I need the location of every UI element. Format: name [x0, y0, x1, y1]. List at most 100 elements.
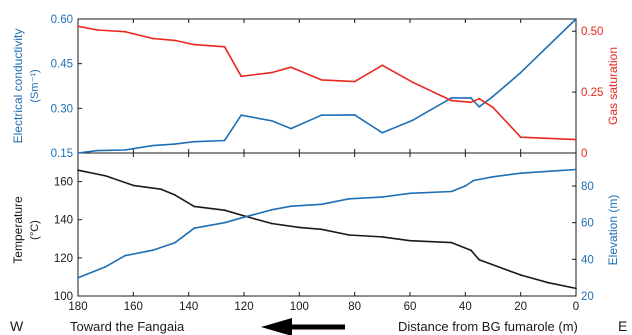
bottom-left-tick-label: 140: [54, 215, 73, 227]
top-left-axis-unit: (Sm⁻¹): [29, 69, 41, 102]
bottom-series-1-point: [547, 170, 550, 173]
top-series-1-point: [240, 75, 243, 78]
bottom-series-1-point: [124, 254, 126, 257]
top-series-1-point: [193, 43, 196, 46]
bottom-series-1-point: [409, 192, 411, 195]
top-series-1-point: [77, 25, 79, 28]
top-right-tick-label: 0.25: [581, 87, 603, 99]
bottom-series-0-point: [381, 236, 384, 238]
top-right-tick-label: 0: [581, 148, 587, 160]
top-series-0-point: [173, 143, 176, 146]
bottom-series-1-point: [381, 196, 384, 198]
bottom-series-1-point: [492, 175, 494, 178]
bottom-panel-frame: [77, 152, 577, 297]
bottom-series-0-point: [223, 209, 226, 212]
x-tick-label: 100: [290, 301, 309, 313]
top-series-1-point: [151, 37, 154, 40]
top-left-axis-label: Electrical conductivity: [11, 29, 25, 144]
bottom-right-tick-label: 80: [581, 181, 594, 193]
bottom-series-1-point: [320, 203, 323, 206]
top-series-0-point: [290, 127, 292, 130]
bottom-series-1-point: [450, 190, 453, 193]
top-series-1-point: [124, 30, 126, 33]
bottom-series-1-point: [77, 276, 79, 279]
bottom-series-1-point: [348, 197, 350, 200]
distance-axis-label: Distance from BG fumarole (m): [398, 319, 578, 334]
top-left-tick-label: 0.60: [51, 14, 73, 26]
series-layer: [77, 18, 577, 290]
top-left-tick-label: 0.30: [51, 103, 73, 115]
x-tick-label: 60: [404, 301, 417, 313]
top-series-1-point: [450, 99, 453, 102]
top-series-1-point: [353, 80, 356, 83]
bottom-series-0-point: [409, 239, 411, 242]
bottom-left-axis-label: Temperature: [11, 196, 25, 264]
top-series-0-point: [353, 114, 356, 116]
top-series-0-point: [151, 144, 154, 147]
bottom-series-1-point: [472, 179, 475, 182]
top-series-0-point: [450, 97, 453, 99]
bottom-series-0-point: [348, 234, 350, 236]
bottom-series-1-point: [575, 168, 577, 171]
bottom-series-1-point: [519, 172, 522, 175]
top-series-1-point: [470, 101, 472, 104]
bottom-series-1-point: [223, 221, 226, 224]
top-series-0-point: [478, 105, 481, 108]
bottom-series-1-point: [151, 249, 154, 252]
bottom-right-tick-label: 40: [581, 254, 594, 266]
top-series-1-point: [270, 71, 273, 74]
top-series-0-point: [96, 149, 99, 152]
bottom-series-0-point: [160, 188, 162, 191]
bottom-left-axis-unit: (°C): [29, 220, 41, 240]
bottom-right-tick-label: 60: [581, 218, 594, 230]
x-tick-label: 80: [348, 301, 361, 313]
bottom-left-tick-label: 100: [54, 291, 73, 303]
top-series-1-point: [519, 136, 522, 139]
top-series-0-point: [240, 114, 243, 117]
top-series-1-point: [320, 79, 323, 81]
direction-arrow: [261, 318, 345, 335]
bottom-series-1-point: [464, 185, 467, 187]
bottom-series-0-point: [450, 241, 453, 244]
top-right-tick-label: 0.50: [581, 26, 603, 38]
x-tick-label: 160: [124, 301, 143, 313]
x-tick-label: 20: [514, 301, 527, 313]
bottom-left-tick-label: 160: [54, 177, 73, 189]
top-series-0-point: [381, 131, 384, 134]
bottom-series-0-point: [320, 228, 323, 231]
top-series-1-point: [478, 97, 481, 100]
bottom-series-1-line: [77, 168, 577, 279]
bottom-series-0-point: [519, 274, 522, 276]
bottom-series-0-point: [193, 205, 196, 208]
top-series-1-point: [173, 39, 176, 42]
x-tick-label: 120: [234, 301, 253, 313]
top-right-axis-label: Gas saturation: [606, 47, 620, 125]
east-label: E: [618, 318, 627, 334]
bottom-right-tick-label: 20: [581, 291, 594, 303]
toward-fangaia-label: Toward the Fangaia: [70, 319, 185, 334]
x-tick-label: 40: [459, 301, 472, 313]
top-series-0-point: [411, 119, 414, 122]
top-series-0-point: [492, 95, 494, 98]
bottom-series-0-point: [104, 175, 107, 177]
top-series-1-point: [575, 138, 577, 141]
top-series-0-point: [223, 139, 226, 142]
west-label: W: [10, 318, 24, 334]
top-series-0-point: [193, 140, 196, 143]
top-series-0-point: [320, 114, 323, 117]
top-left-tick-label: 0.45: [51, 59, 73, 71]
bottom-series-0-point: [173, 194, 176, 196]
bottom-series-0-line: [77, 169, 577, 290]
top-series-1-point: [381, 64, 384, 67]
bottom-series-0-point: [298, 226, 301, 229]
bottom-series-0-point: [575, 287, 577, 290]
x-tick-label: 0: [573, 301, 579, 313]
bottom-series-0-point: [270, 222, 273, 225]
bottom-series-0-point: [77, 169, 79, 172]
bottom-series-0-point: [470, 249, 472, 252]
top-series-0-point: [519, 71, 522, 74]
top-series-0-point: [77, 152, 79, 154]
bottom-series-1-point: [193, 227, 196, 230]
bottom-series-0-point: [478, 258, 481, 261]
